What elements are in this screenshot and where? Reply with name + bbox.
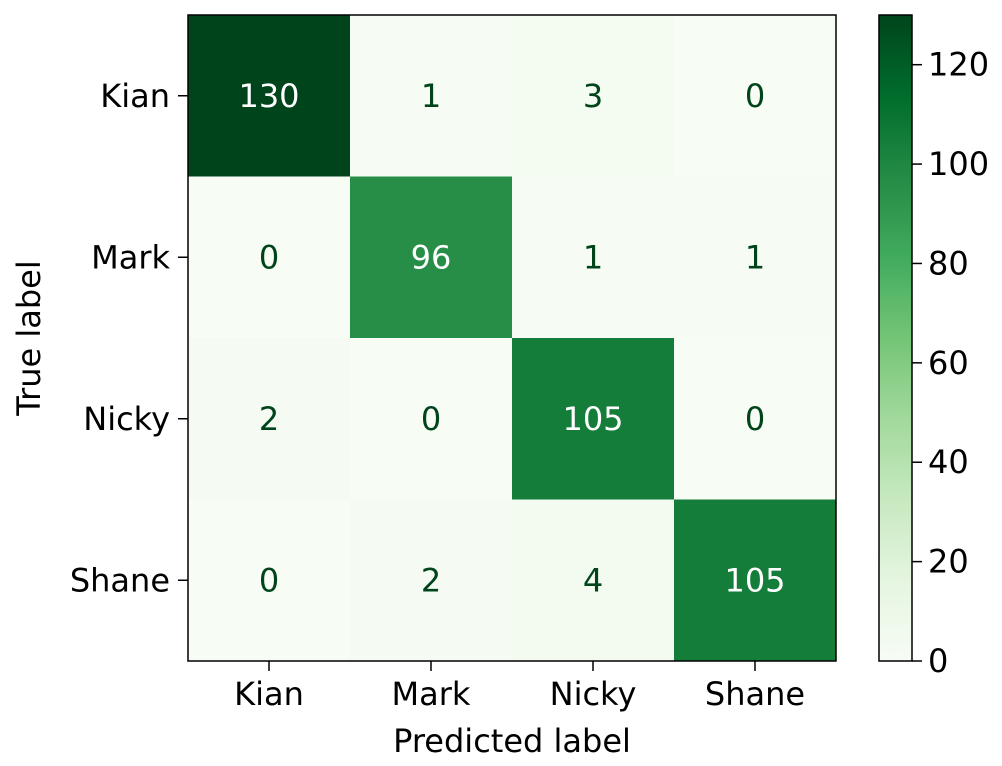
- heatmap-cell: [350, 176, 513, 339]
- colorbar-tick-label: 40: [928, 443, 969, 481]
- colorbar-ticks: 0 20 40 60 80 100 120: [912, 46, 989, 680]
- heatmap-cell: [674, 15, 837, 177]
- cell-value-label: 0: [259, 561, 279, 599]
- cell-value-label: 3: [583, 77, 603, 115]
- cell-value-label: 130: [238, 77, 299, 115]
- colorbar-tick-label: 120: [928, 46, 989, 84]
- cell-value-label: 1: [421, 77, 441, 115]
- x-axis-ticks: Kian Mark Nicky Shane: [234, 661, 805, 713]
- cell-value-label: 0: [421, 400, 441, 438]
- heatmap-cell: [350, 499, 513, 662]
- heatmap-cell: [350, 338, 513, 500]
- cell-value-label: 96: [411, 238, 452, 276]
- colorbar-tick-label: 20: [928, 543, 969, 581]
- x-tick-label: Kian: [234, 675, 304, 713]
- heatmap-cell: [674, 499, 837, 662]
- heatmap-cell: [512, 499, 675, 662]
- heatmap-cell: [188, 499, 351, 662]
- heatmap-cell: [512, 176, 675, 339]
- y-tick-label: Kian: [100, 77, 170, 115]
- x-tick-label: Shane: [705, 675, 805, 713]
- cell-value-label: 105: [562, 400, 623, 438]
- cell-value-label: 0: [745, 400, 765, 438]
- cell-value-label: 0: [259, 238, 279, 276]
- colorbar: [878, 14, 913, 662]
- cell-value-label: 1: [745, 238, 765, 276]
- heatmap-cell: [674, 176, 837, 339]
- x-axis-title: Predicted label: [393, 722, 631, 760]
- cell-value-label: 0: [745, 77, 765, 115]
- colorbar-tick-label: 80: [928, 244, 969, 282]
- y-axis-ticks: Kian Mark Nicky Shane: [70, 77, 188, 599]
- heatmap-cell: [188, 15, 351, 177]
- heatmap-cell: [674, 338, 837, 500]
- y-axis-title: True label: [10, 260, 48, 417]
- x-tick-label: Nicky: [550, 675, 637, 713]
- y-tick-label: Shane: [70, 561, 170, 599]
- colorbar-tick-label: 100: [928, 145, 989, 183]
- heatmap-cell: [350, 15, 513, 177]
- cell-value-label: 2: [421, 561, 441, 599]
- cell-value-label: 4: [583, 561, 603, 599]
- heatmap-cell: [512, 338, 675, 500]
- colorbar-tick-label: 0: [928, 642, 948, 680]
- heatmap-cells: [188, 15, 837, 662]
- cell-value-label: 2: [259, 400, 279, 438]
- plot-frame: [187, 14, 837, 662]
- heatmap-cell: [188, 338, 351, 500]
- y-tick-label: Mark: [91, 238, 170, 276]
- cell-value-label: 105: [724, 561, 785, 599]
- colorbar-tick-label: 60: [928, 344, 969, 382]
- y-tick-label: Nicky: [83, 400, 170, 438]
- cell-value-labels: 130 1 3 00 96 1 12 0 105 00 2 4 105: [238, 77, 785, 600]
- heatmap-cell: [512, 15, 675, 177]
- cell-value-label: 1: [583, 238, 603, 276]
- heatmap-cell: [188, 176, 351, 339]
- x-tick-label: Mark: [392, 675, 471, 713]
